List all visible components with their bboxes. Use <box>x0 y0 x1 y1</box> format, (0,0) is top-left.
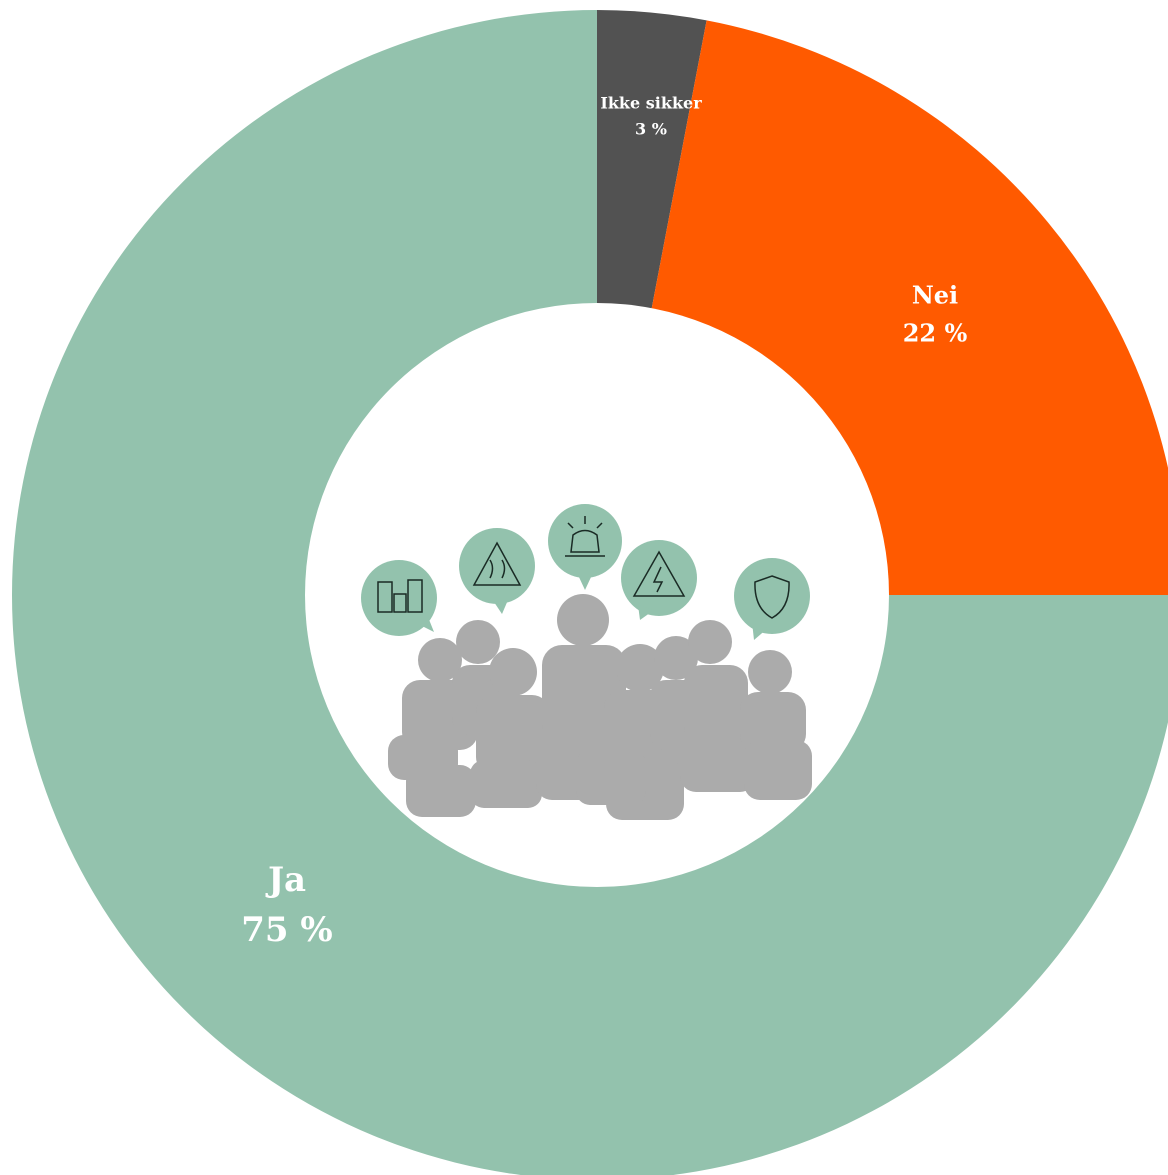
slice-value-label: 75 % <box>241 910 332 950</box>
page: Ikke sikker3 %Nei22 %Ja75 % (() => { con… <box>0 0 1168 1175</box>
slice-category-label: Nei <box>912 281 958 310</box>
slice-category-label: Ja <box>265 860 306 900</box>
chart: Ikke sikker 3 % Nei 22 % Ja 75 % <box>0 0 1168 1175</box>
slice-value-label: 22 % <box>903 319 968 348</box>
slice-value-label: 3 % <box>635 120 667 139</box>
slice-category-label: Ikke sikker <box>600 94 702 113</box>
